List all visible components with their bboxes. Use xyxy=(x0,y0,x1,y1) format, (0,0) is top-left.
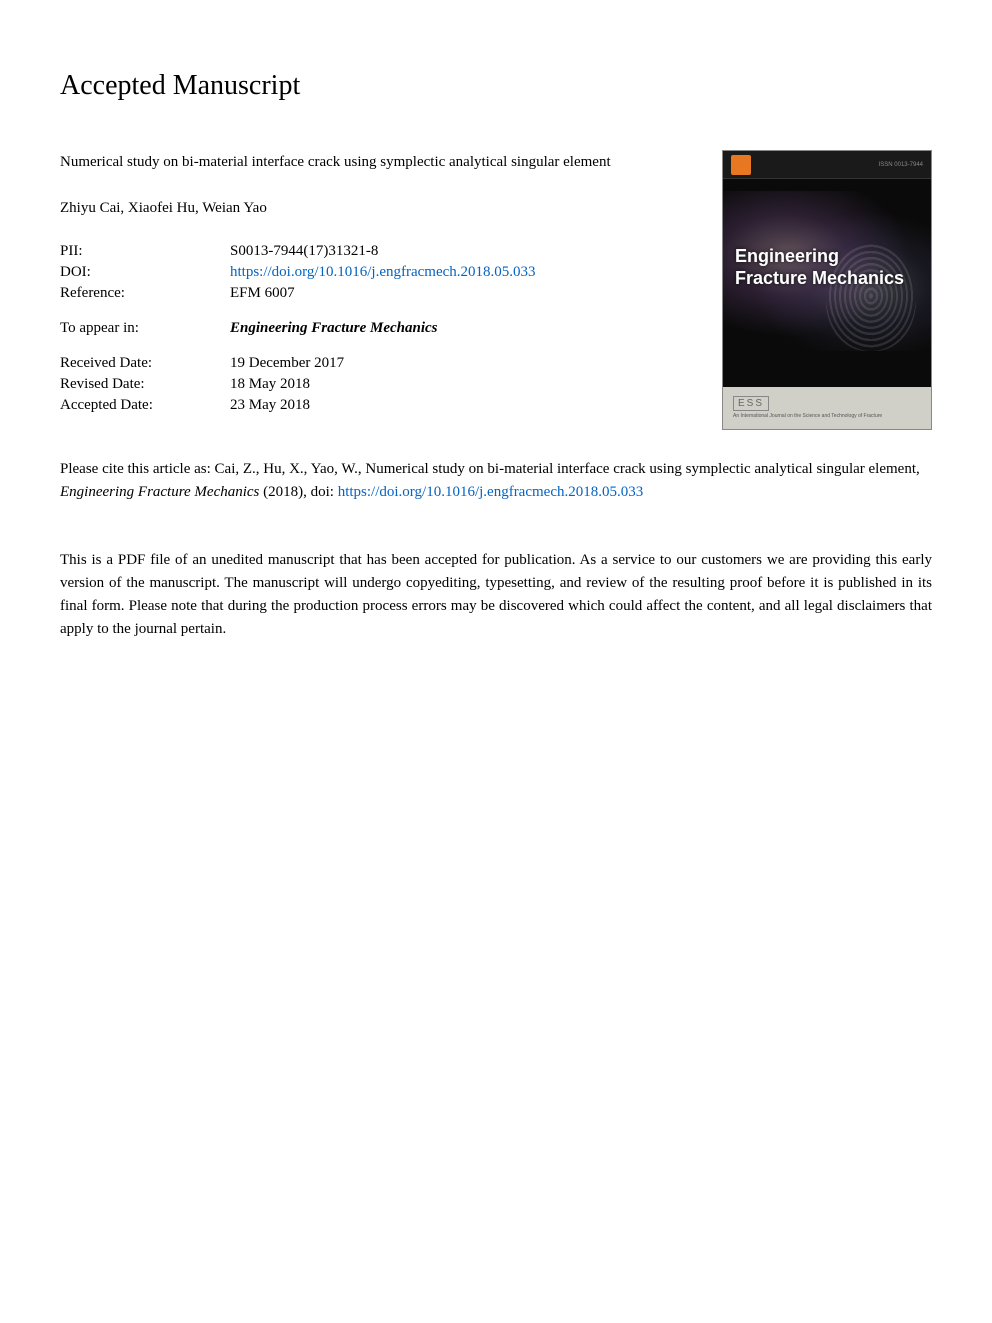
page-heading: Accepted Manuscript xyxy=(60,70,932,102)
citation-year: (2018), doi: xyxy=(259,484,337,500)
received-value: 19 December 2017 xyxy=(230,355,692,372)
journal-cover-container: ISSN 0013-7944 Engineering Fracture Mech… xyxy=(722,150,932,430)
meta-row-pii: PII: S0013-7944(17)31321-8 xyxy=(60,243,692,260)
citation-prefix: Please cite this article as: Cai, Z., Hu… xyxy=(60,461,920,477)
meta-row-revised: Revised Date: 18 May 2018 xyxy=(60,376,692,393)
meta-row-received: Received Date: 19 December 2017 xyxy=(60,355,692,372)
meta-table: PII: S0013-7944(17)31321-8 DOI: https://… xyxy=(60,243,692,414)
cover-top-bar: ISSN 0013-7944 xyxy=(723,151,931,179)
disclaimer-text: This is a PDF file of an unedited manusc… xyxy=(60,549,932,642)
received-label: Received Date: xyxy=(60,355,230,372)
accepted-value: 23 May 2018 xyxy=(230,397,692,414)
revised-label: Revised Date: xyxy=(60,376,230,393)
pii-value: S0013-7944(17)31321-8 xyxy=(230,243,692,260)
doi-link[interactable]: https://doi.org/10.1016/j.engfracmech.20… xyxy=(230,264,692,281)
revised-value: 18 May 2018 xyxy=(230,376,692,393)
cover-subtext: An International Journal on the Science … xyxy=(733,413,921,419)
reference-value: EFM 6007 xyxy=(230,285,692,302)
cover-title-line1: Engineering xyxy=(735,246,839,266)
cover-bottom-bar: ESS An International Journal on the Scie… xyxy=(723,387,931,429)
appear-value: Engineering Fracture Mechanics xyxy=(230,320,692,337)
doi-label: DOI: xyxy=(60,264,230,281)
left-column: Numerical study on bi-material interface… xyxy=(60,150,692,430)
citation-text: Please cite this article as: Cai, Z., Hu… xyxy=(60,458,932,505)
meta-row-appear: To appear in: Engineering Fracture Mecha… xyxy=(60,320,692,337)
accepted-label: Accepted Date: xyxy=(60,397,230,414)
meta-row-reference: Reference: EFM 6007 xyxy=(60,285,692,302)
journal-cover: ISSN 0013-7944 Engineering Fracture Mech… xyxy=(722,150,932,430)
article-title: Numerical study on bi-material interface… xyxy=(60,150,692,174)
elsevier-logo-icon xyxy=(731,155,751,175)
appear-label: To appear in: xyxy=(60,320,230,337)
citation-journal: Engineering Fracture Mechanics xyxy=(60,484,259,500)
authors: Zhiyu Cai, Xiaofei Hu, Weian Yao xyxy=(60,200,692,217)
cover-ess-badge: ESS xyxy=(733,396,769,411)
reference-label: Reference: xyxy=(60,285,230,302)
cover-journal-title: Engineering Fracture Mechanics xyxy=(735,246,919,289)
meta-row-accepted: Accepted Date: 23 May 2018 xyxy=(60,397,692,414)
top-section: Numerical study on bi-material interface… xyxy=(60,150,932,430)
meta-row-doi: DOI: https://doi.org/10.1016/j.engfracme… xyxy=(60,264,692,281)
cover-issn: ISSN 0013-7944 xyxy=(879,162,923,168)
citation-doi-link[interactable]: https://doi.org/10.1016/j.engfracmech.20… xyxy=(338,484,644,500)
cover-title-line2: Fracture Mechanics xyxy=(735,268,904,288)
pii-label: PII: xyxy=(60,243,230,260)
